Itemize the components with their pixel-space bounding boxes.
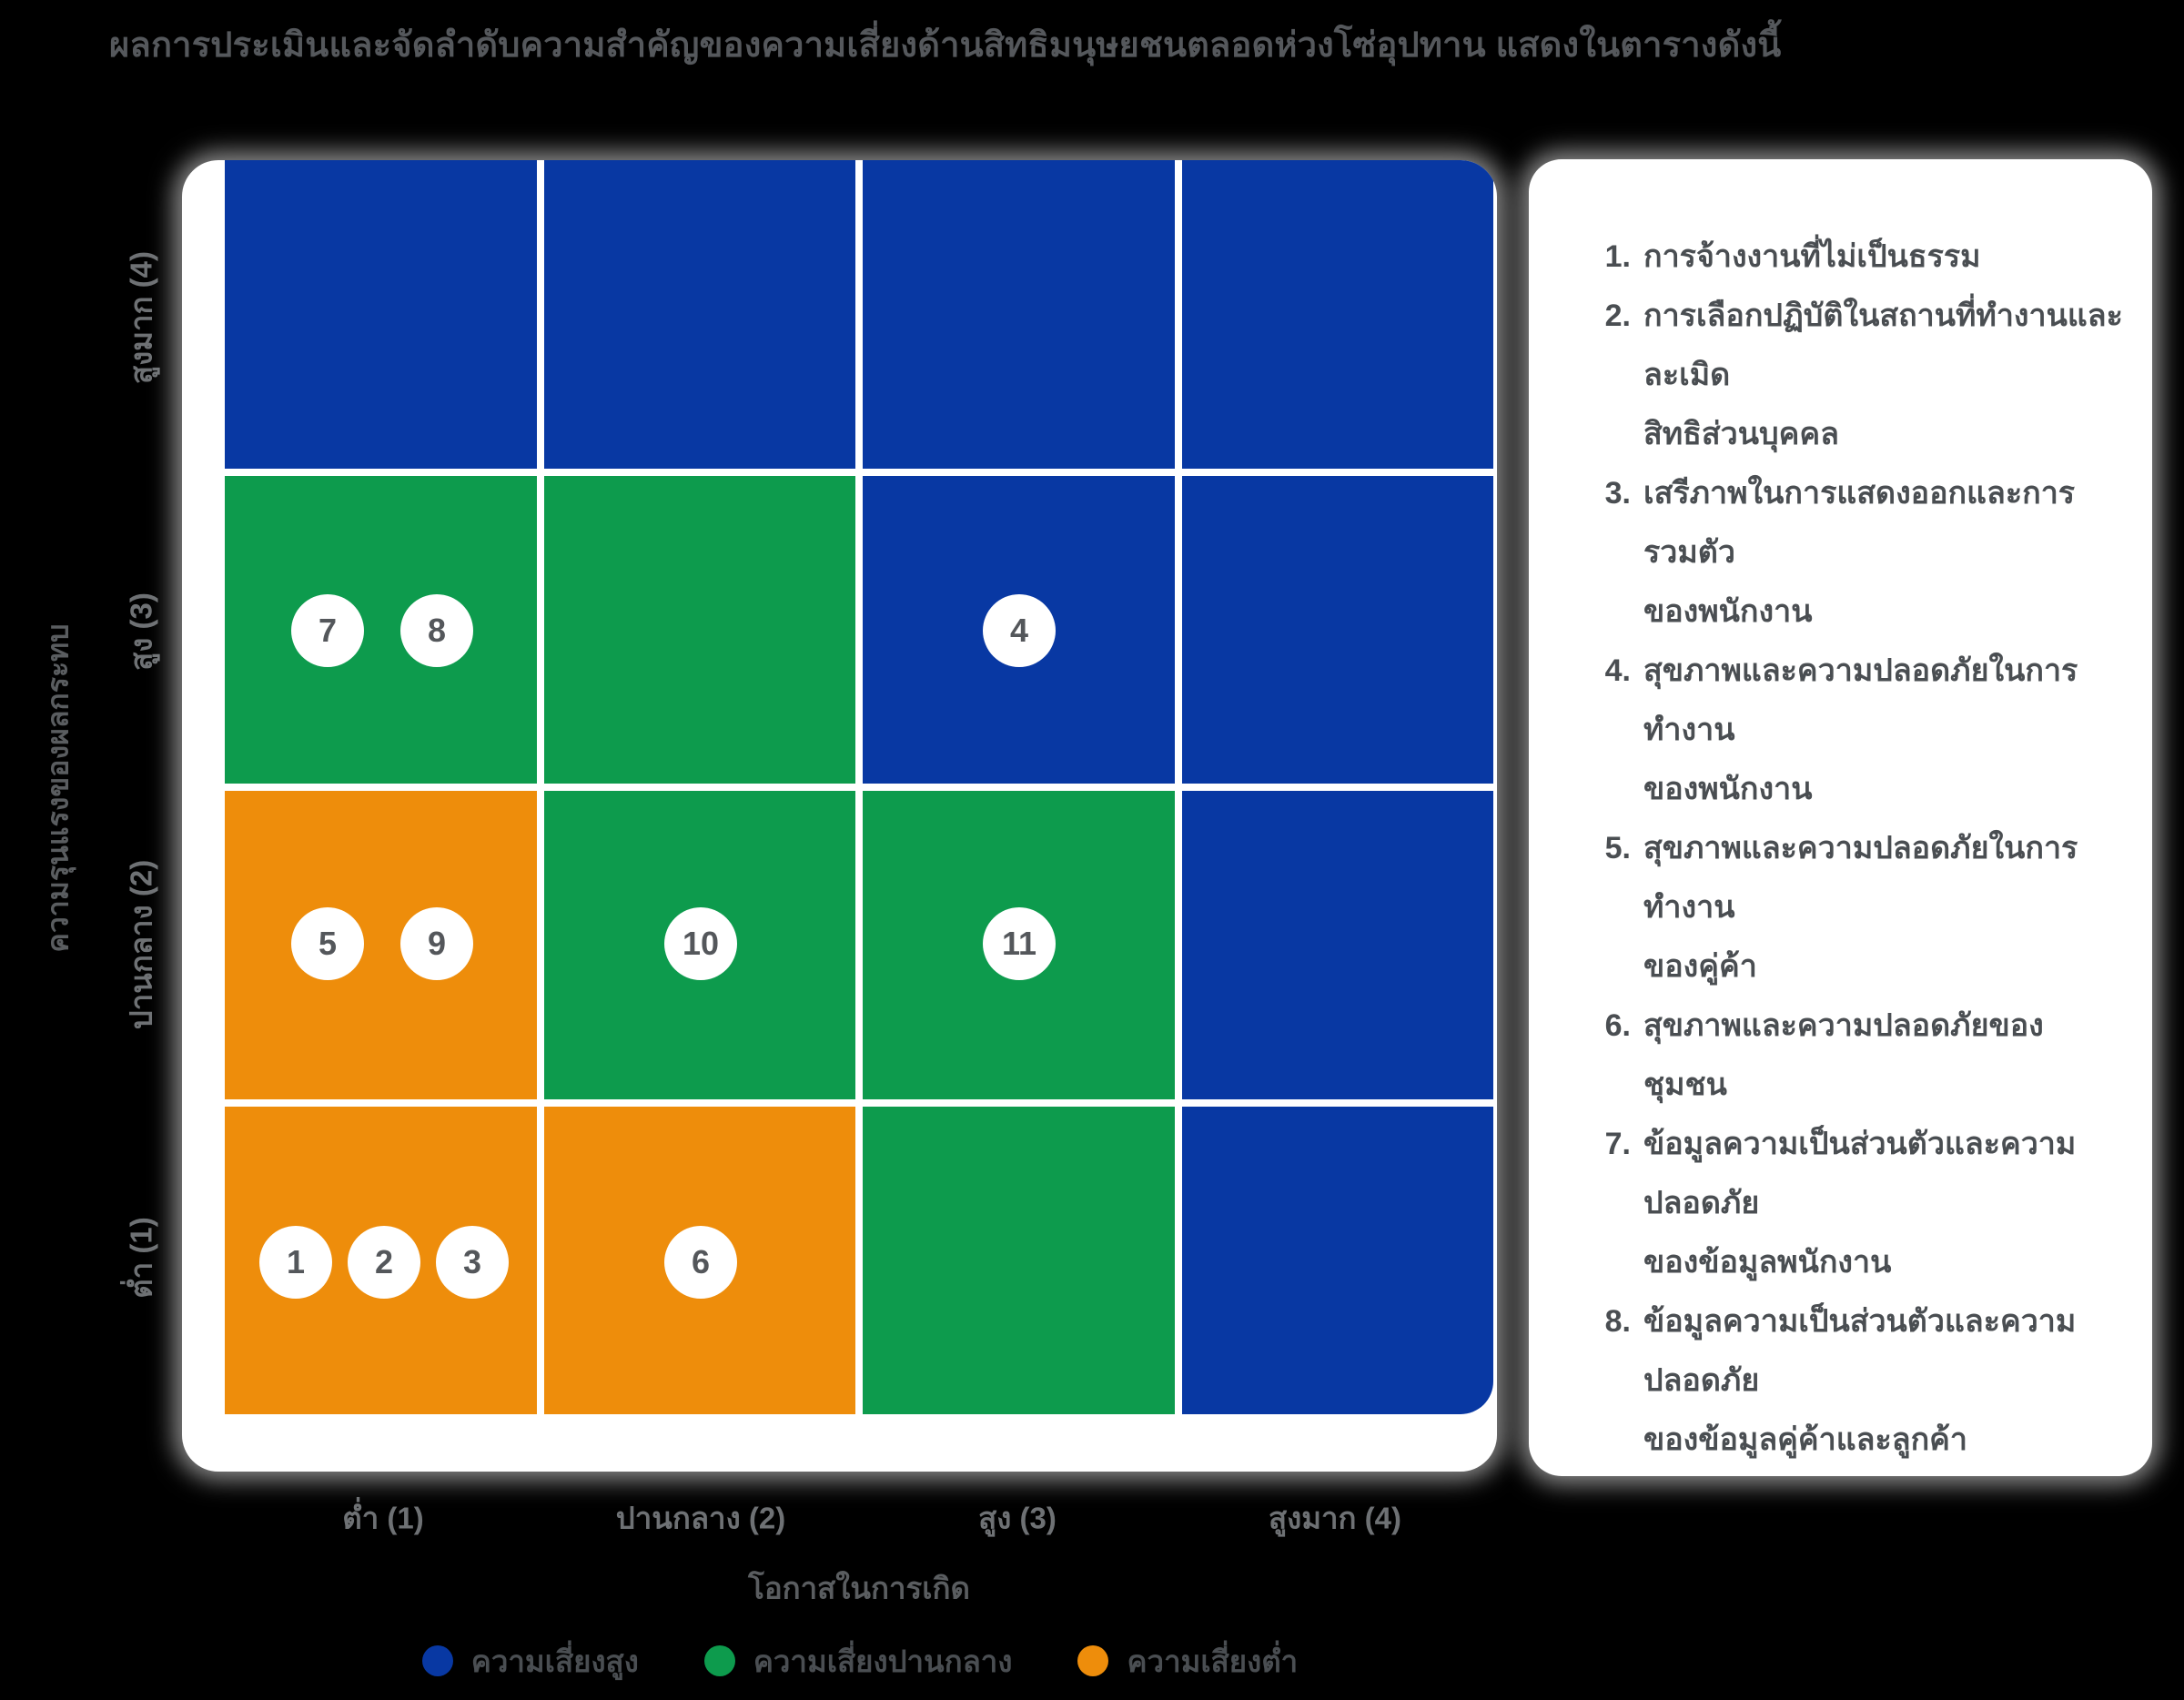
y-tick-4: สูงมาก (4) xyxy=(124,250,158,385)
x-axis-title: โอกาสในการเกิด xyxy=(748,1571,970,1605)
risk-item-number: 7. xyxy=(1604,1127,1631,1161)
y-tick-2: ปานกลาง (2) xyxy=(124,859,158,1030)
legend-entry-3: ความเสี่ยงต่ำ xyxy=(1077,1637,1298,1685)
risk-item-4: 4. สุขภาพและความปลอดภัยในการทำงาน ของพนักง… xyxy=(1572,642,2125,819)
risk-marker-10: 10 xyxy=(664,907,737,980)
risk-item-text: สุขภาพและความปลอดภัยของชุมชน xyxy=(1643,1008,2044,1102)
risk-marker-3: 3 xyxy=(436,1226,509,1299)
risk-matrix-card: 1 2 3 4 5 6 7 8 9 10 11 xyxy=(182,160,1497,1472)
risk-item-list: 1. การจ้างงานที่ไม่เป็นธรรม 2. การเลือกปฏิบ… xyxy=(1572,228,2125,1476)
risk-marker-6: 6 xyxy=(664,1226,737,1299)
risk-item-8: 8. ข้อมูลความเป็นส่วนตัวและความปลอดภัย ของ… xyxy=(1572,1292,2125,1470)
x-tick-1: ต่ำ (1) xyxy=(342,1501,424,1535)
x-tick-3: สูง (3) xyxy=(978,1501,1057,1535)
risk-marker-8: 8 xyxy=(400,594,473,667)
risk-matrix-grid: 1 2 3 4 5 6 7 8 9 10 11 xyxy=(225,160,1493,1414)
risk-item-7: 7. ข้อมูลความเป็นส่วนตัวและความปลอดภัย ของ… xyxy=(1572,1115,2125,1292)
risk-item-text: การเลือกปฏิบัติในสถานที่ทำงานและละเมิด สิ… xyxy=(1643,299,2123,451)
risk-item-text: เสรีภาพในการแสดงออกและการรวมตัว ของพนักงา… xyxy=(1643,476,2076,629)
risk-marker-11: 11 xyxy=(983,907,1056,980)
risk-marker-5: 5 xyxy=(291,907,364,980)
matrix-cell-r2-c1-green xyxy=(225,475,537,784)
page-title: ผลการประเมินและจัดลำดับความสำคัญของความเ… xyxy=(109,26,1782,65)
risk-item-number: 4. xyxy=(1604,653,1631,688)
y-tick-1: ต่ำ (1) xyxy=(124,1217,158,1299)
risk-item-number: 3. xyxy=(1604,476,1631,511)
risk-item-9: 9. การเลือกปฏิบัติที่ต่อคู่ค้า xyxy=(1572,1470,2125,1476)
risk-item-2: 2. การเลือกปฏิบัติในสถานที่ทำงานและละเมิด… xyxy=(1572,287,2125,464)
legend-entry-1: ความเสี่ยงสูง xyxy=(421,1637,639,1685)
matrix-cell-r1-c4-blue xyxy=(1181,160,1493,469)
risk-marker-2: 2 xyxy=(348,1226,420,1299)
matrix-cell-r2-c2-green xyxy=(543,475,855,784)
risk-item-6: 6. สุขภาพและความปลอดภัยของชุมชน xyxy=(1572,997,2125,1115)
matrix-cell-r1-c1-blue xyxy=(225,160,537,469)
risk-marker-9: 9 xyxy=(400,907,473,980)
matrix-cell-r3-c4-blue xyxy=(1181,791,1493,1099)
risk-marker-4: 4 xyxy=(983,594,1056,667)
risk-item-number: 1. xyxy=(1604,239,1631,274)
risk-item-text: สุขภาพและความปลอดภัยในการทำงาน ของคู่ค้า xyxy=(1643,831,2078,984)
legend-entry-2: ความเสี่ยงปานกลาง xyxy=(703,1637,1013,1685)
legend-dot-icon xyxy=(1077,1645,1109,1676)
matrix-cell-r2-c4-blue xyxy=(1181,475,1493,784)
risk-item-5: 5. สุขภาพและความปลอดภัยในการทำงาน ของคู่ค้… xyxy=(1572,819,2125,997)
risk-marker-7: 7 xyxy=(291,594,364,667)
x-tick-4: สูงมาก (4) xyxy=(1268,1501,1402,1535)
risk-item-text: ข้อมูลความเป็นส่วนตัวและความปลอดภัย ของข้… xyxy=(1643,1127,2077,1280)
legend-dot-icon xyxy=(703,1645,735,1676)
risk-item-list-card: 1. การจ้างงานที่ไม่เป็นธรรม 2. การเลือกปฏิบ… xyxy=(1529,159,2152,1476)
risk-item-text: สุขภาพและความปลอดภัยในการทำงาน ของพนักงาน xyxy=(1643,653,2078,806)
matrix-cell-r3-c1-orange xyxy=(225,791,537,1099)
risk-legend: ความเสี่ยงสูง ความเสี่ยงปานกลาง ความเสี่ยง… xyxy=(182,1631,1538,1691)
risk-item-number: 8. xyxy=(1604,1304,1631,1339)
risk-item-number: 5. xyxy=(1604,831,1631,865)
matrix-cell-r1-c3-blue xyxy=(863,160,1175,469)
risk-item-number: 6. xyxy=(1604,1008,1631,1043)
risk-item-text: การเลือกปฏิบัติที่ต่อคู่ค้า xyxy=(1643,1470,2125,1476)
risk-item-text: การจ้างงานที่ไม่เป็นธรรม xyxy=(1643,239,1981,274)
risk-item-number: 9. xyxy=(1572,1470,1631,1476)
risk-marker-1: 1 xyxy=(259,1226,332,1299)
risk-item-3: 3. เสรีภาพในการแสดงออกและการรวมตัว ของพนัก… xyxy=(1572,464,2125,642)
risk-item-number: 2. xyxy=(1604,299,1631,333)
x-tick-2: ปานกลาง (2) xyxy=(615,1501,786,1535)
y-axis-title: ความรุนแรงของผลกระทบ xyxy=(41,623,75,953)
matrix-cell-r1-c2-blue xyxy=(543,160,855,469)
legend-label: ความเสี่ยงปานกลาง xyxy=(753,1644,1013,1678)
risk-item-text: ข้อมูลความเป็นส่วนตัวและความปลอดภัย ของข้… xyxy=(1643,1304,2077,1457)
matrix-cell-r4-c3-green xyxy=(863,1106,1175,1414)
matrix-cell-r4-c4-blue xyxy=(1181,1106,1493,1414)
legend-dot-icon xyxy=(421,1645,453,1676)
risk-item-1: 1. การจ้างงานที่ไม่เป็นธรรม xyxy=(1572,228,2125,287)
legend-label: ความเสี่ยงต่ำ xyxy=(1127,1644,1299,1678)
legend-label: ความเสี่ยงสูง xyxy=(470,1644,639,1678)
y-tick-3: สูง (3) xyxy=(124,592,158,671)
